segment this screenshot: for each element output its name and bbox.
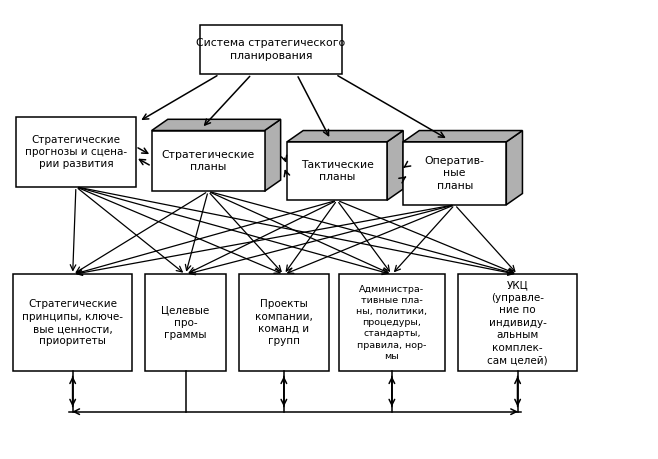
Text: Проекты
компании,
команд и
групп: Проекты компании, команд и групп (255, 299, 313, 347)
Bar (200, 25, 342, 74)
Bar (339, 274, 445, 371)
Polygon shape (387, 130, 403, 200)
Text: Стратегические
планы: Стратегические планы (161, 150, 255, 172)
Text: Стратегические
принципы, ключе-
вые ценности,
приоритеты: Стратегические принципы, ключе- вые ценн… (22, 299, 123, 347)
Text: УКЦ
(управле-
ние по
индивиду-
альным
комплек-
сам целей): УКЦ (управле- ние по индивиду- альным ко… (488, 280, 548, 365)
Polygon shape (403, 130, 522, 142)
Polygon shape (151, 119, 280, 130)
Bar (13, 274, 132, 371)
Bar (287, 142, 387, 200)
Text: Оператив-
ные
планы: Оператив- ные планы (425, 156, 485, 190)
Bar (151, 130, 265, 191)
Bar (16, 117, 136, 187)
Polygon shape (265, 119, 280, 191)
Text: Стратегические
прогнозы и сцена-
рии развития: Стратегические прогнозы и сцена- рии раз… (25, 134, 127, 169)
Text: Система стратегического
планирования: Система стратегического планирования (196, 39, 345, 61)
Bar (458, 274, 577, 371)
Text: Тактические
планы: Тактические планы (301, 160, 374, 182)
Polygon shape (287, 130, 403, 142)
Text: Целевые
про-
граммы: Целевые про- граммы (161, 305, 210, 340)
Bar (403, 142, 506, 205)
Bar (145, 274, 226, 371)
Text: Администра-
тивные пла-
ны, политики,
процедуры,
стандарты,
правила, нор-
мы: Администра- тивные пла- ны, политики, пр… (357, 285, 428, 361)
Bar (239, 274, 329, 371)
Polygon shape (507, 130, 522, 205)
